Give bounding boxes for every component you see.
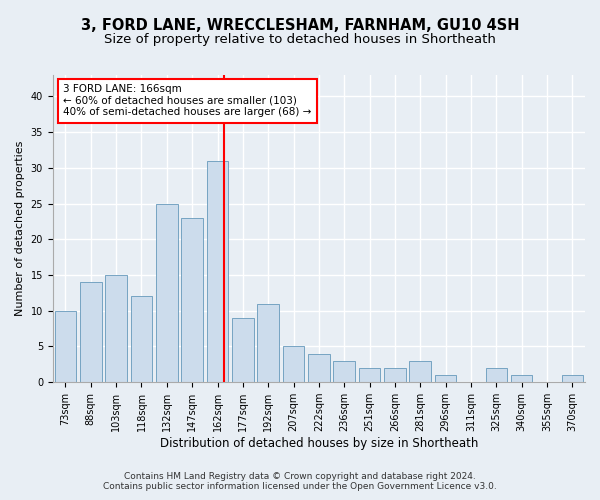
Bar [409, 361, 431, 382]
Bar [232, 318, 254, 382]
Text: Contains public sector information licensed under the Open Government Licence v3: Contains public sector information licen… [103, 482, 497, 491]
Bar [55, 311, 76, 382]
Bar [181, 218, 203, 382]
Bar [283, 346, 304, 382]
Text: 3 FORD LANE: 166sqm
← 60% of detached houses are smaller (103)
40% of semi-detac: 3 FORD LANE: 166sqm ← 60% of detached ho… [64, 84, 312, 117]
Bar [106, 275, 127, 382]
Bar [384, 368, 406, 382]
Bar [80, 282, 101, 382]
Text: Size of property relative to detached houses in Shortheath: Size of property relative to detached ho… [104, 32, 496, 46]
Bar [435, 375, 457, 382]
Bar [257, 304, 279, 382]
Bar [359, 368, 380, 382]
Bar [511, 375, 532, 382]
X-axis label: Distribution of detached houses by size in Shortheath: Distribution of detached houses by size … [160, 437, 478, 450]
Bar [156, 204, 178, 382]
Bar [485, 368, 507, 382]
Text: 3, FORD LANE, WRECCLESHAM, FARNHAM, GU10 4SH: 3, FORD LANE, WRECCLESHAM, FARNHAM, GU10… [81, 18, 519, 32]
Text: Contains HM Land Registry data © Crown copyright and database right 2024.: Contains HM Land Registry data © Crown c… [124, 472, 476, 481]
Bar [308, 354, 329, 382]
Bar [334, 361, 355, 382]
Bar [131, 296, 152, 382]
Bar [207, 160, 228, 382]
Y-axis label: Number of detached properties: Number of detached properties [15, 141, 25, 316]
Bar [562, 375, 583, 382]
